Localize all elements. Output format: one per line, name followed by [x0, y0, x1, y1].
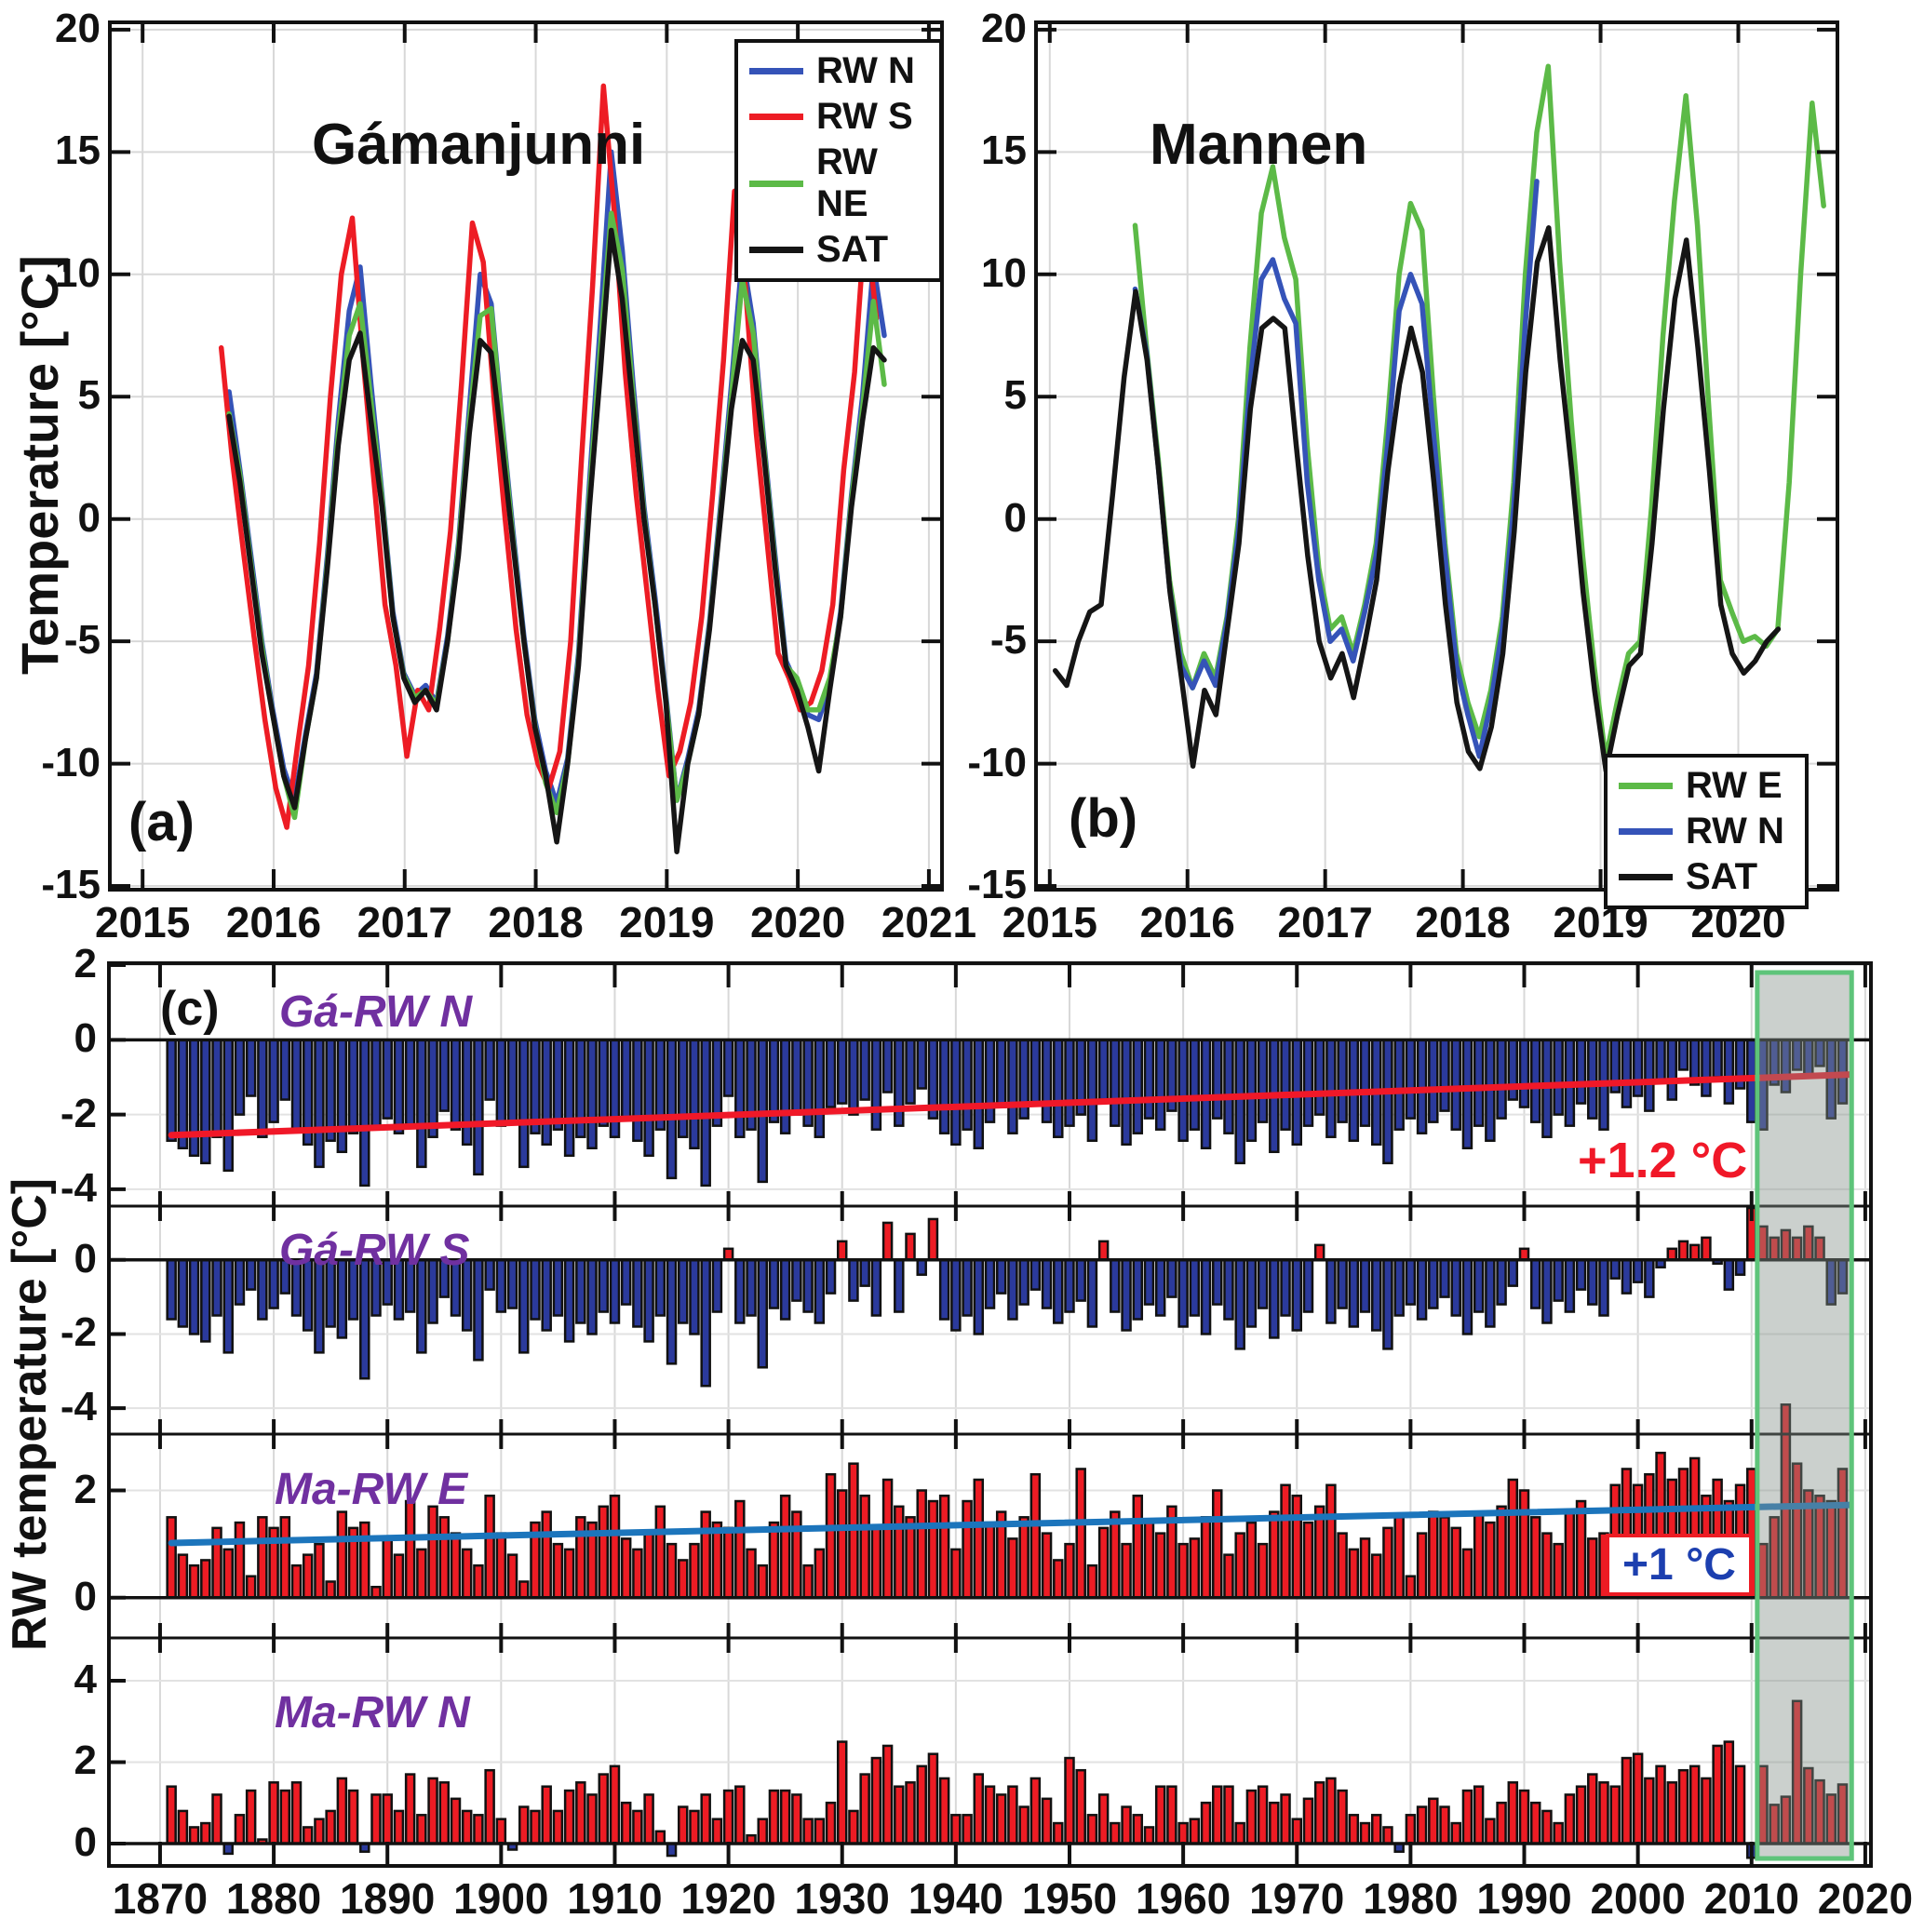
y-tick-label: 0 — [74, 1015, 97, 1062]
y-tick-label: -5 — [989, 617, 1027, 664]
y-tick-label: -15 — [967, 862, 1027, 908]
y-tick-label: 0 — [74, 1818, 97, 1865]
legend-item-label: SAT — [1686, 856, 1758, 897]
legend-item-rw-e: RW E — [1619, 763, 1794, 809]
legend-item-label: RW S — [816, 96, 913, 137]
x-tick-label: 2021 — [881, 898, 977, 946]
y-tick-label: 2 — [74, 941, 97, 986]
x-tick-label: 2016 — [225, 898, 322, 946]
y-tick-label: 15 — [55, 127, 101, 174]
trend-annotation-plus-1-c: +1 °C — [1606, 1534, 1753, 1596]
legend-line-sample — [749, 114, 803, 120]
y-tick-label: 0 — [77, 494, 101, 541]
y-tick-label: 10 — [55, 249, 101, 296]
y-tick-label: -2 — [60, 1309, 97, 1356]
x-tick-label: 1910 — [567, 1874, 663, 1923]
legend-item-rw-n: RW N — [749, 48, 928, 94]
legend-item-label: RW E — [1686, 765, 1783, 806]
x-tick-label: 2017 — [357, 898, 452, 946]
y-tick-label: 15 — [981, 127, 1027, 174]
x-tick-label: 2010 — [1703, 1874, 1799, 1923]
x-tick-label: 2020 — [749, 898, 846, 946]
y-tick-label: 0 — [74, 1235, 97, 1281]
legend-item-label: RW N — [1686, 811, 1784, 852]
x-tick-label: 1870 — [112, 1874, 209, 1923]
y-tick-label: 0 — [74, 1573, 97, 1619]
panel-a-letter: (a) — [128, 792, 195, 852]
legend-line-sample — [749, 247, 803, 253]
trend-annotation-plus-1-2-c: +1.2 °C — [1578, 1133, 1748, 1188]
x-tick-label: 2000 — [1590, 1874, 1686, 1923]
y-tick-label: -2 — [60, 1090, 97, 1136]
panel-b-legend: RW E RW N SAT — [1604, 754, 1809, 909]
legend-item-rw-ne: RW NE — [749, 140, 928, 227]
subpanel-label-ga-rw-n: Gá-RW N — [279, 987, 473, 1037]
legend-item-rw-n: RW N — [1619, 809, 1794, 854]
x-tick-label: 1950 — [1021, 1874, 1118, 1923]
legend-item-sat: SAT — [749, 227, 928, 273]
y-tick-label: 5 — [77, 372, 101, 419]
subpanel-label-ma-rw-n: Ma-RW N — [275, 1688, 470, 1737]
x-tick-label: 1920 — [680, 1874, 776, 1923]
y-tick-label: -5 — [63, 617, 101, 664]
legend-line-sample — [1619, 783, 1673, 789]
x-tick-label: 1900 — [453, 1874, 549, 1923]
legend-line-sample — [749, 68, 803, 74]
y-tick-label: 20 — [55, 5, 101, 51]
subpanel-label-ma-rw-e: Ma-RW E — [275, 1465, 468, 1514]
x-tick-label: 2019 — [619, 898, 715, 946]
y-tick-label: -4 — [60, 1384, 97, 1430]
legend-item-sat: SAT — [1619, 854, 1794, 900]
y-tick-label: 5 — [1003, 372, 1027, 419]
x-tick-label: 1880 — [225, 1874, 322, 1923]
legend-item-rw-s: RW S — [749, 94, 928, 140]
y-tick-label: 20 — [981, 5, 1027, 51]
panel-c-letter: (c) — [160, 982, 220, 1036]
legend-item-label: SAT — [816, 229, 889, 270]
panel-a-legend: RW N RW S RW NE SAT — [734, 39, 943, 282]
x-tick-label: 1960 — [1135, 1874, 1231, 1923]
y-tick-label: -10 — [967, 739, 1027, 785]
legend-line-sample — [749, 180, 803, 187]
x-tick-label: 1940 — [908, 1874, 1004, 1923]
panel-b-letter: (b) — [1069, 788, 1138, 849]
x-tick-label: 2020 — [1817, 1874, 1914, 1923]
x-tick-label: 1990 — [1476, 1874, 1572, 1923]
x-tick-label: 2015 — [95, 898, 191, 946]
y-tick-label: 10 — [981, 249, 1027, 296]
x-tick-label: 1980 — [1363, 1874, 1459, 1923]
x-tick-label: 2016 — [1139, 898, 1235, 946]
y-tick-label: 0 — [1003, 494, 1027, 541]
legend-line-sample — [1619, 874, 1673, 880]
y-tick-label: -10 — [41, 739, 101, 785]
x-tick-label: 2015 — [1002, 898, 1097, 946]
legend-item-label: RW N — [816, 50, 915, 91]
x-tick-label: 1930 — [794, 1874, 890, 1923]
y-tick-label: 2 — [74, 1737, 97, 1784]
legend-line-sample — [1619, 828, 1673, 835]
y-tick-label: 2 — [74, 1466, 97, 1512]
x-tick-label: 2020 — [1690, 898, 1786, 946]
y-tick-label: 4 — [74, 1656, 97, 1702]
x-tick-label: 1970 — [1249, 1874, 1345, 1923]
legend-item-label: RW NE — [816, 141, 878, 224]
x-tick-label: 2018 — [488, 898, 584, 946]
x-tick-label: 1890 — [340, 1874, 436, 1923]
x-tick-label: 2018 — [1415, 898, 1511, 946]
x-tick-label: 2019 — [1553, 898, 1648, 946]
subpanel-label-ga-rw-s: Gá-RW S — [279, 1226, 470, 1275]
panel-a-y-axis-label: Temperature [°C] — [10, 255, 69, 676]
y-tick-label: -15 — [41, 862, 101, 908]
panel-b-title: Mannen — [1150, 113, 1368, 177]
x-tick-label: 2017 — [1277, 898, 1373, 946]
panel-a-title: Gámanjunni — [312, 113, 646, 177]
y-tick-label: -4 — [60, 1164, 97, 1211]
